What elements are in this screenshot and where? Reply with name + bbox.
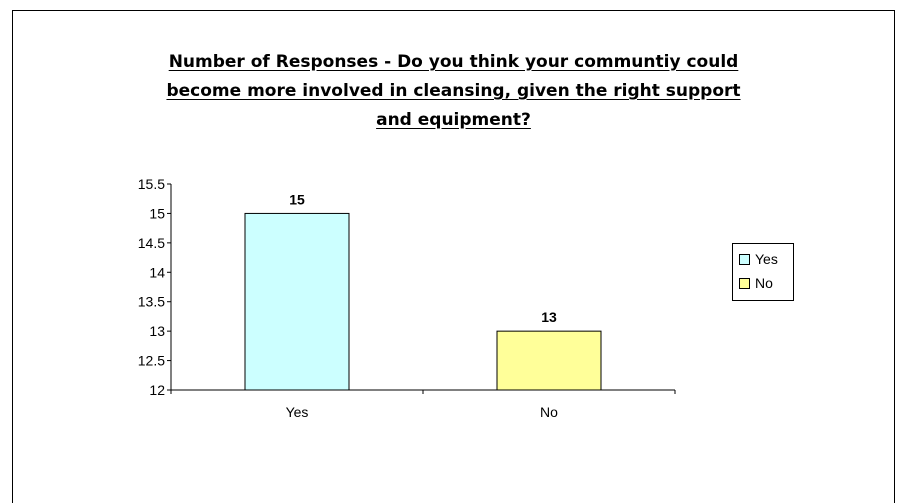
legend-swatch-yes (739, 253, 750, 265)
legend-label-yes: Yes (755, 251, 778, 267)
chart-legend: Yes No (732, 243, 794, 301)
chart-title: Number of Responses - Do you think your … (0, 48, 907, 135)
chart-frame (12, 10, 895, 503)
chart-title-line-2: become more involved in cleansing, given… (166, 81, 741, 101)
chart-title-line-3: and equipment? (376, 110, 531, 130)
x-tick-label-yes: Yes (286, 404, 309, 420)
legend-item-yes: Yes (739, 250, 778, 268)
bar-yes (244, 212, 350, 391)
y-tick-label: 15.5 (138, 176, 165, 192)
data-label-no: 13 (541, 309, 557, 325)
legend-item-no: No (739, 274, 773, 292)
x-tick-label-no: No (540, 404, 558, 420)
y-tick-label: 12 (149, 382, 165, 398)
y-tick-label: 14 (149, 264, 165, 280)
legend-label-no: No (755, 275, 773, 291)
y-tick-label: 15 (149, 205, 165, 221)
chart-title-line-1: Number of Responses - Do you think your … (168, 52, 739, 72)
bar-no (496, 330, 602, 391)
y-tick-label: 14.5 (138, 235, 165, 251)
y-tick-label: 13.5 (138, 294, 165, 310)
legend-swatch-no (739, 277, 750, 289)
y-tick-label: 13 (149, 323, 165, 339)
data-label-yes: 15 (289, 191, 305, 207)
y-tick-label: 12.5 (138, 353, 165, 369)
